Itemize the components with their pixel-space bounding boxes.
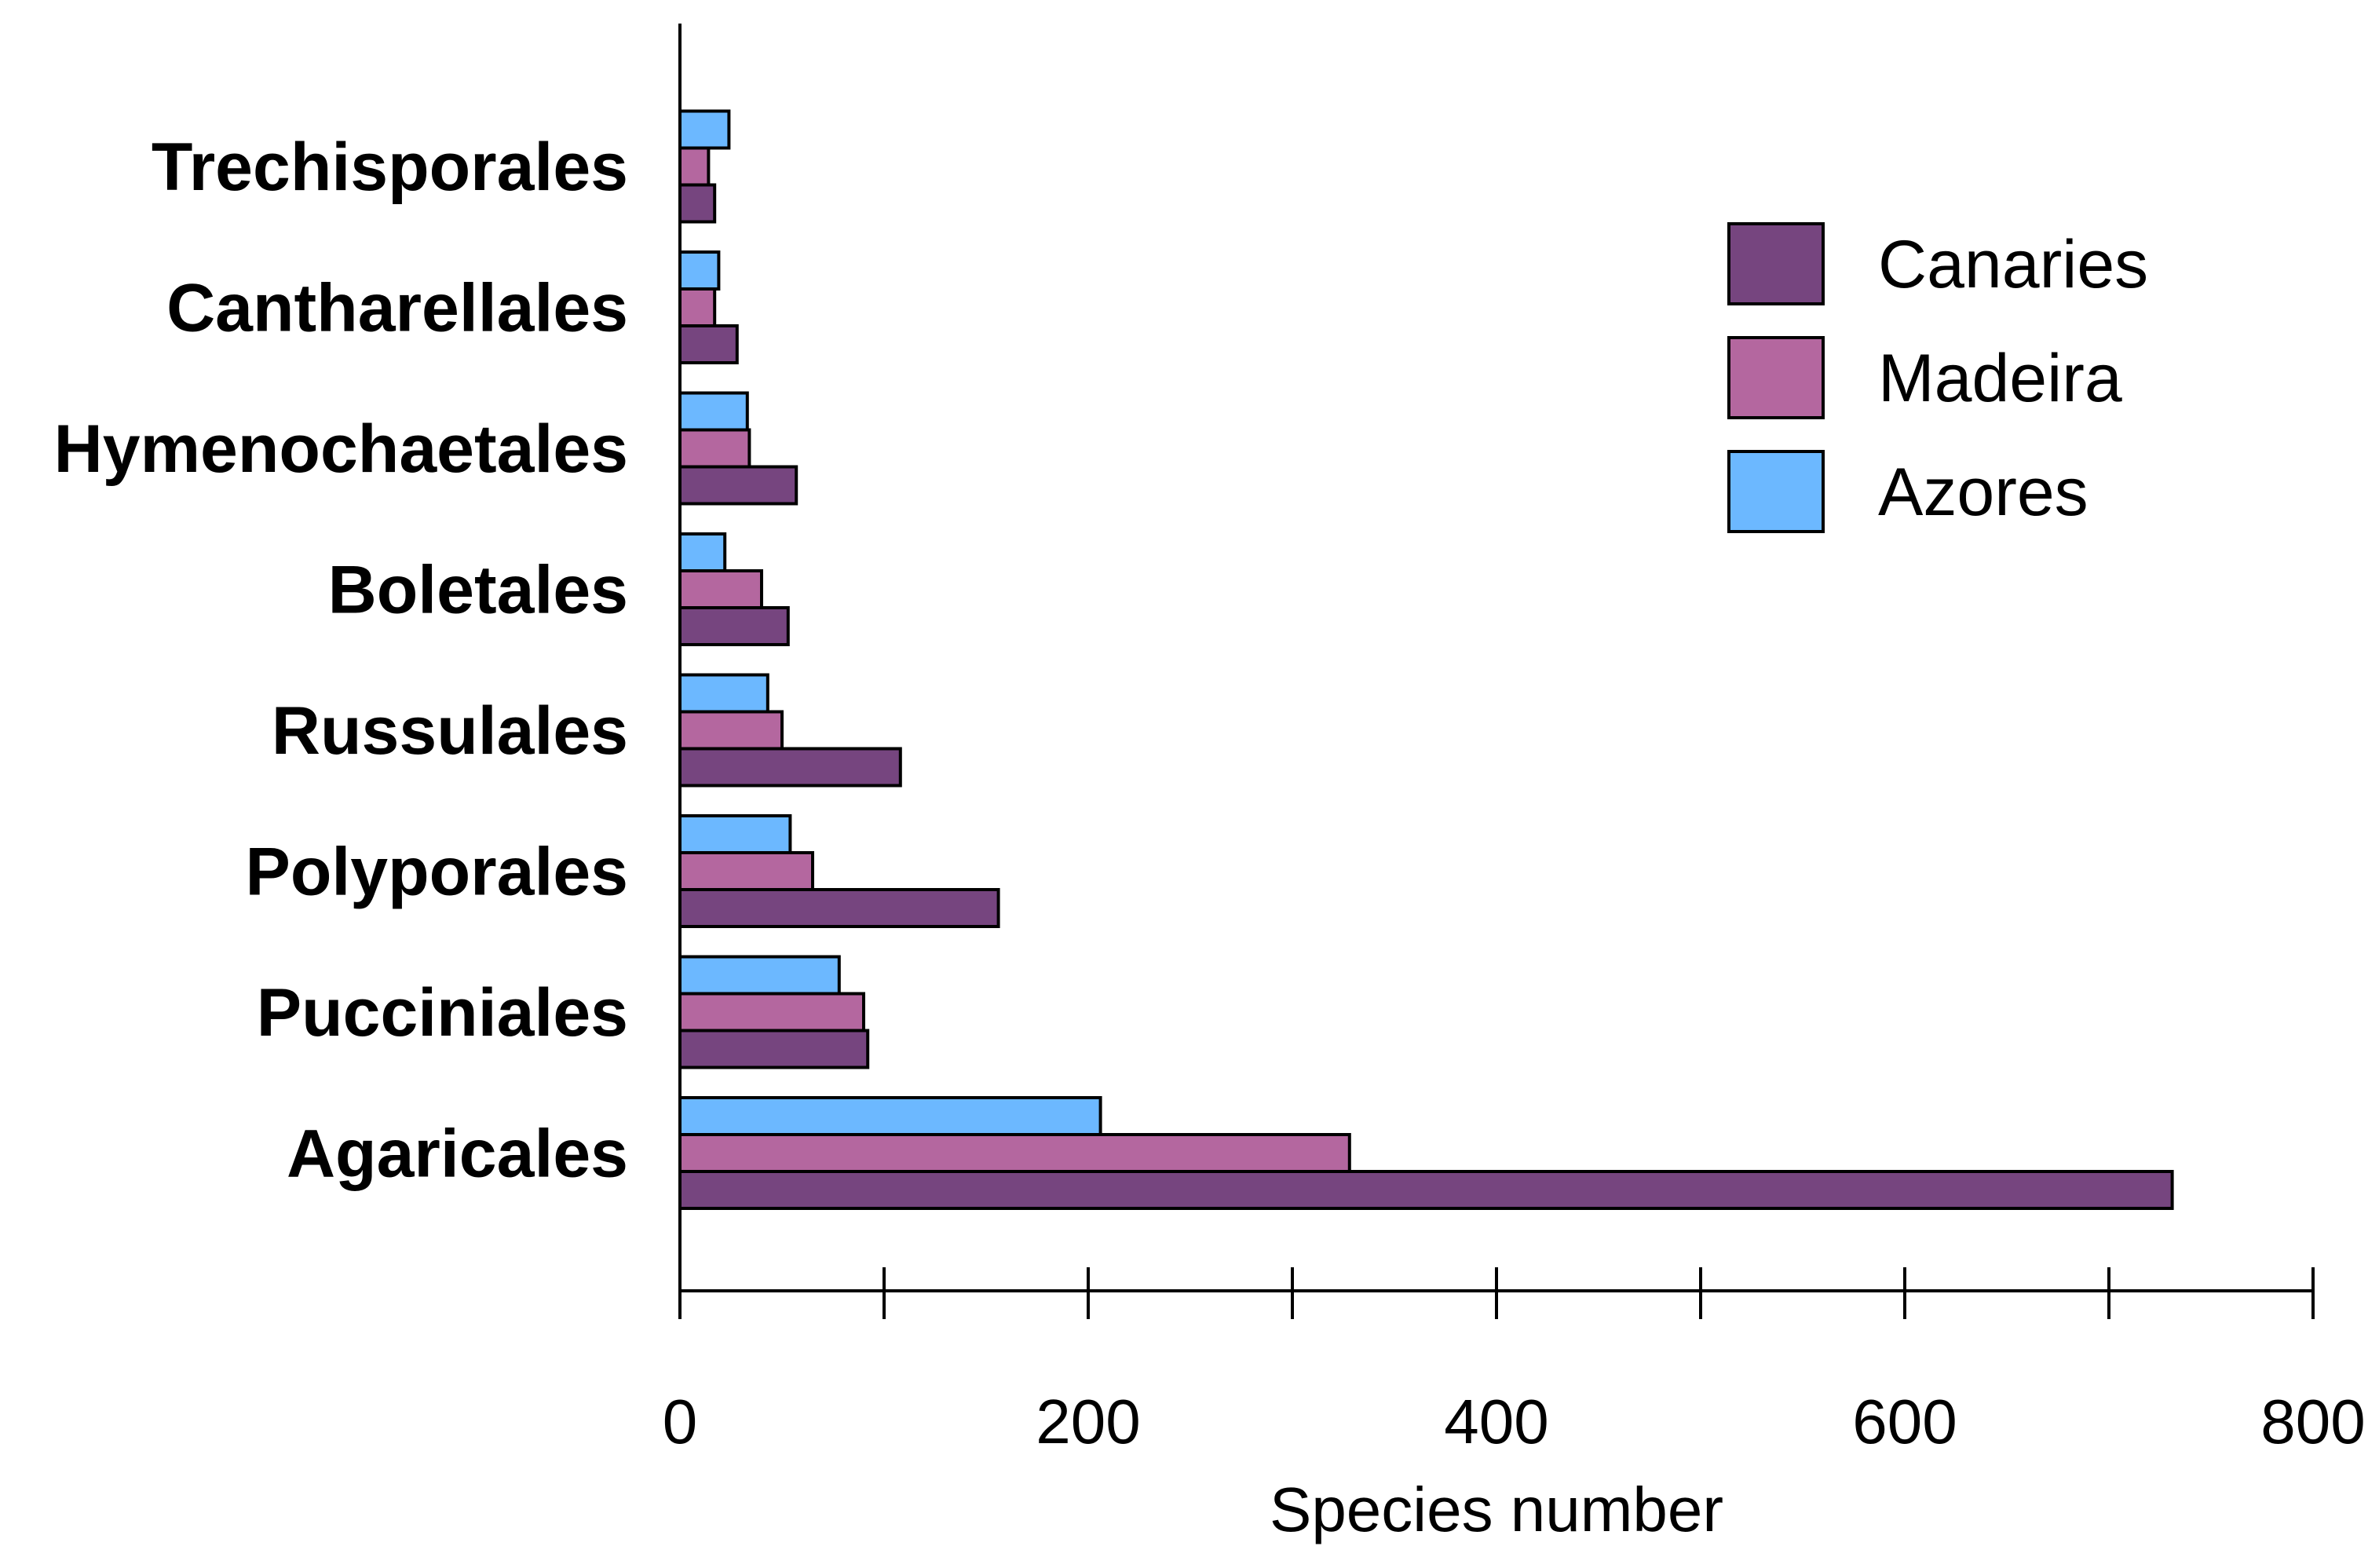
category-labels: Trechisporales Cantharellales Hymenochaeta… xyxy=(54,130,628,1192)
x-axis-title: Species number xyxy=(1270,1475,1723,1544)
x-tick-label: 200 xyxy=(1036,1387,1140,1457)
bar-canaries-agaricales xyxy=(678,1170,2174,1210)
bar-azores-polyporales xyxy=(678,814,792,854)
bar-azores-hymenochaetales xyxy=(678,391,749,432)
category-label: Trechisporales xyxy=(152,130,628,205)
bar-canaries-boletales xyxy=(678,606,790,646)
legend-label-madeira: Madeira xyxy=(1878,341,2122,416)
x-tick-label: 600 xyxy=(1852,1387,1957,1457)
bar-madeira-hymenochaetales xyxy=(678,428,751,469)
legend-label-canaries: Canaries xyxy=(1878,227,2148,302)
bar-canaries-pucciniales xyxy=(678,1029,870,1069)
category-label: Hymenochaetales xyxy=(54,411,628,487)
bar-canaries-russulales xyxy=(678,747,902,788)
bar-azores-agaricales xyxy=(678,1096,1102,1136)
x-tick-label: 400 xyxy=(1444,1387,1548,1457)
bar-canaries-polyporales xyxy=(678,888,1000,928)
legend-swatch-madeira xyxy=(1727,336,1825,419)
legend: Canaries Madeira Azores xyxy=(1727,222,2148,533)
category-label: Polyporales xyxy=(245,835,628,910)
category-label: Cantharellales xyxy=(166,271,628,346)
x-ticks: 0 200 400 600 800 xyxy=(663,1267,2366,1457)
bar-madeira-russulales xyxy=(678,710,784,751)
category-label: Agaricales xyxy=(287,1117,628,1192)
category-label: Russulales xyxy=(272,693,628,769)
bar-canaries-cantharellales xyxy=(678,324,739,364)
bar-azores-cantharellales xyxy=(678,250,721,291)
bar-azores-russulales xyxy=(678,673,769,714)
legend-swatch-azores xyxy=(1727,450,1825,533)
bar-azores-trechisporales xyxy=(678,109,731,150)
bar-madeira-cantharellales xyxy=(678,287,717,327)
bar-canaries-trechisporales xyxy=(678,183,717,224)
x-tick-label: 0 xyxy=(663,1387,698,1457)
bar-canaries-hymenochaetales xyxy=(678,465,798,506)
bar-azores-boletales xyxy=(678,532,727,572)
category-label: Boletales xyxy=(328,553,628,628)
bar-madeira-polyporales xyxy=(678,851,814,891)
category-label: Pucciniales xyxy=(257,975,628,1051)
legend-swatch-canaries xyxy=(1727,222,1825,305)
bar-madeira-agaricales xyxy=(678,1133,1351,1173)
bar-madeira-pucciniales xyxy=(678,992,865,1033)
bar-azores-pucciniales xyxy=(678,955,841,996)
legend-label-azores: Azores xyxy=(1878,455,2088,530)
bars-group xyxy=(678,109,2174,1210)
x-tick-label: 800 xyxy=(2260,1387,2365,1457)
bar-madeira-trechisporales xyxy=(678,146,711,187)
bar-madeira-boletales xyxy=(678,569,763,609)
